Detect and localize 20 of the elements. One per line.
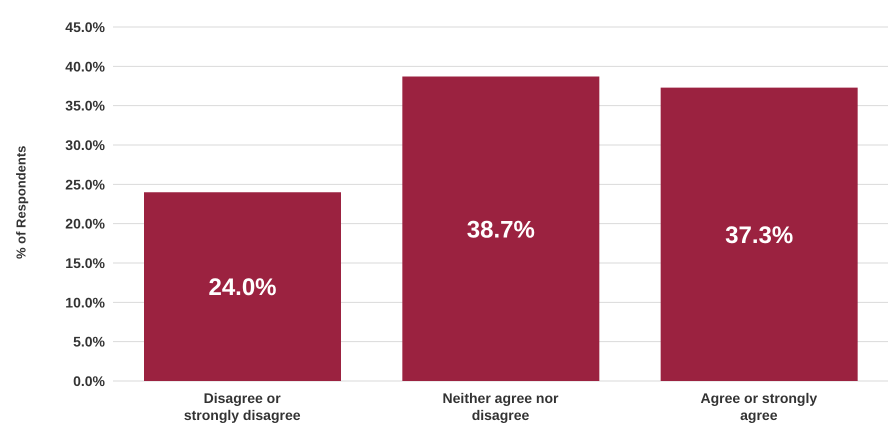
y-tick-label: 5.0% bbox=[73, 334, 106, 350]
bar bbox=[144, 192, 341, 381]
data-label: 37.3% bbox=[725, 222, 794, 249]
y-tick-label: 35.0% bbox=[65, 98, 106, 114]
y-tick-label: 0.0% bbox=[73, 372, 106, 389]
y-tick-label: 45.0% bbox=[65, 18, 106, 35]
data-label: 38.7% bbox=[466, 216, 535, 244]
y-tick-label: 30.0% bbox=[65, 136, 106, 153]
bar bbox=[660, 88, 858, 381]
y-tick-label: 20.0% bbox=[65, 216, 106, 232]
y-tick-label: 25.0% bbox=[65, 176, 106, 192]
y-tick-label: 15.0% bbox=[65, 254, 106, 271]
y-tick-label: 10.0% bbox=[65, 294, 106, 310]
x-tick-label: Disagree or strongly disagree bbox=[184, 390, 301, 423]
y-tick-label: 40.0% bbox=[65, 58, 106, 74]
x-tick-label: Agree or strongly agree bbox=[700, 390, 818, 423]
data-label: 24.0% bbox=[208, 274, 277, 302]
y-axis-title: % of Respondents bbox=[14, 146, 29, 259]
x-tick-label: Neither agree nor disagree bbox=[442, 390, 560, 423]
bar bbox=[402, 76, 600, 381]
